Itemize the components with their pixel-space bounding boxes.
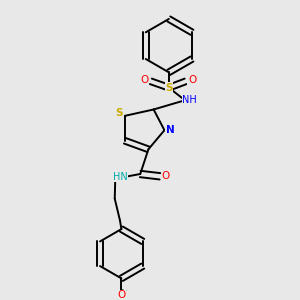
Text: O: O [117, 290, 125, 300]
Text: S: S [165, 83, 172, 93]
Text: HN: HN [113, 172, 128, 182]
Text: NH: NH [182, 95, 197, 105]
Text: S: S [116, 108, 123, 118]
Text: O: O [188, 76, 196, 85]
Text: O: O [140, 76, 148, 85]
Text: O: O [162, 171, 170, 181]
Text: N: N [166, 125, 175, 135]
